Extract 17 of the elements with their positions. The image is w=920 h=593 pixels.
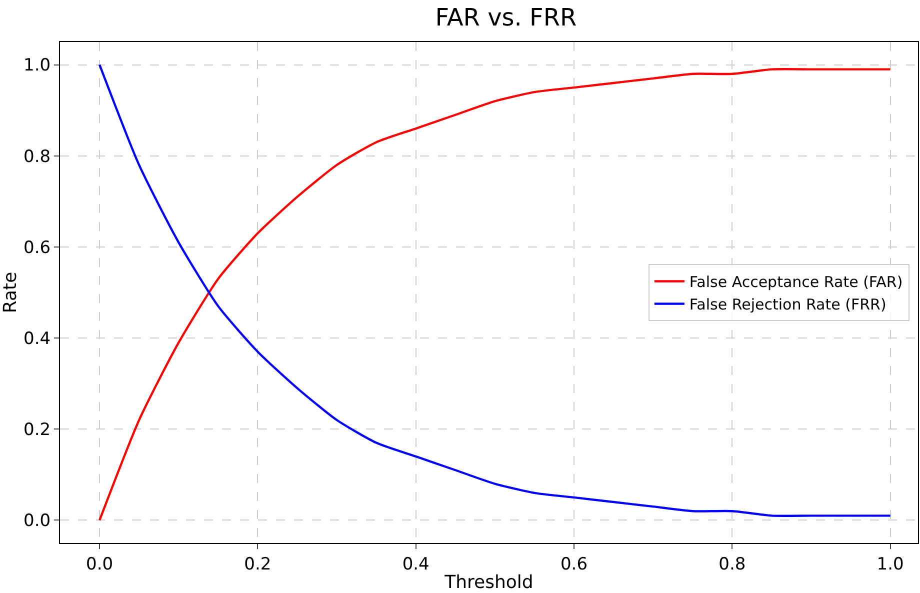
- legend-label: False Rejection Rate (FRR): [689, 296, 886, 314]
- y-axis-title: Rate: [0, 272, 21, 314]
- y-tick-label: 0.2: [24, 420, 51, 440]
- y-tick-label: 0.8: [24, 146, 51, 167]
- y-tick-label: 0.6: [24, 238, 51, 258]
- y-tick-label: 0.4: [24, 329, 51, 349]
- x-tick-label: 0.2: [244, 554, 272, 574]
- x-axis-title: Threshold: [444, 572, 534, 593]
- x-tick-label: 0.4: [402, 554, 430, 574]
- x-tick-label: 0.0: [86, 554, 114, 574]
- legend-label: False Acceptance Rate (FAR): [689, 273, 903, 292]
- y-tick-label: 1.0: [24, 56, 51, 76]
- chart-title: FAR vs. FRR: [435, 4, 577, 32]
- x-tick-label: 0.6: [560, 554, 588, 574]
- y-tick-label: 0.0: [24, 511, 51, 532]
- x-tick-label: 1.0: [876, 554, 904, 574]
- x-tick-label: 0.8: [718, 554, 746, 574]
